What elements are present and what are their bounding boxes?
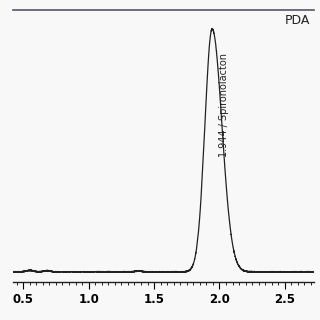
Text: 1.944 / Spironolacton: 1.944 / Spironolacton [219,53,229,157]
Text: PDA: PDA [285,14,311,27]
